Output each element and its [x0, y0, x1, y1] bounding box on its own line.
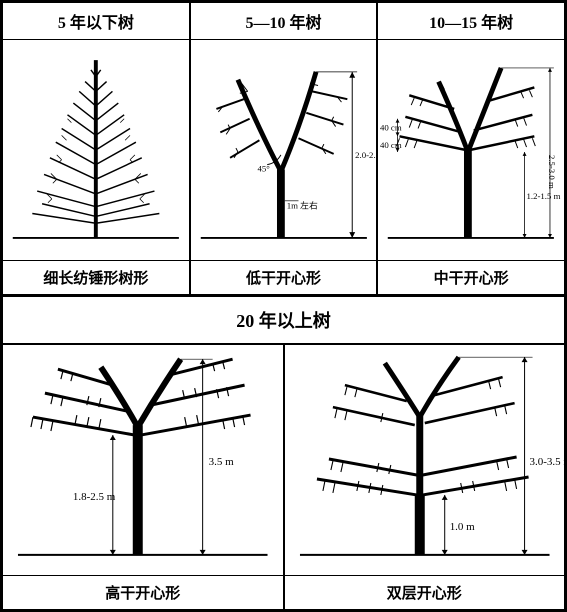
header-3: 10—15 年树 [378, 3, 564, 40]
tree-high-open: 1.8-2.5 m 3.5 m [3, 345, 283, 575]
cell-high-open: 1.8-2.5 m 3.5 m 高干开心形 [2, 344, 284, 610]
footer-1: 细长纺锤形树形 [3, 260, 189, 294]
body-3: 40 cm 40 cm 1.2-1.5 m 2.5-3.0 m [378, 40, 564, 260]
header-bottom: 20 年以上树 [2, 295, 565, 344]
gap1: 40 cm [380, 122, 402, 132]
footer-3: 中干开心形 [378, 260, 564, 294]
cell-mid-open: 10—15 年树 [377, 2, 565, 295]
tree-low-open: 45° 2.0-2.5 m 1m 左右 [191, 40, 377, 260]
diagram-grid: 5 年以下树 [0, 0, 567, 612]
footer-4: 高干开心形 [3, 575, 283, 609]
footer-2: 低干开心形 [191, 260, 377, 294]
row-top: 5 年以下树 [2, 2, 565, 295]
h-total-2: 2.0-2.5 m [355, 150, 376, 160]
h-total-5: 3.0-3.5 m [529, 456, 564, 468]
header-1: 5 年以下树 [3, 3, 189, 40]
trunk-h-4: 1.8-2.5 m [73, 491, 116, 503]
trunk-note-2: 1m 左右 [286, 200, 317, 211]
trunk-h-5: 1.0 m [449, 521, 474, 533]
h-total-4: 3.5 m [209, 456, 234, 468]
h-total-3: 2.5-3.0 m [547, 155, 557, 189]
tree-spindle [3, 40, 189, 260]
angle-label: 45° [257, 163, 270, 173]
tree-mid-open: 40 cm 40 cm 1.2-1.5 m 2.5-3.0 m [378, 40, 564, 260]
cell-spindle: 5 年以下树 [2, 2, 190, 295]
header-2: 5—10 年树 [191, 3, 377, 40]
body-2: 45° 2.0-2.5 m 1m 左右 [191, 40, 377, 260]
cell-low-open: 5—10 年树 [190, 2, 378, 295]
row-bottom: 1.8-2.5 m 3.5 m 高干开心形 [2, 344, 565, 610]
footer-5: 双层开心形 [285, 575, 565, 609]
body-1 [3, 40, 189, 260]
body-4: 1.8-2.5 m 3.5 m [3, 345, 283, 575]
trunk-h-3: 1.2-1.5 m [527, 191, 561, 201]
tree-double-open: 1.0 m 3.0-3.5 m [285, 345, 565, 575]
gap2: 40 cm [380, 140, 402, 150]
body-5: 1.0 m 3.0-3.5 m [285, 345, 565, 575]
cell-double-open: 1.0 m 3.0-3.5 m 双层开心形 [284, 344, 566, 610]
